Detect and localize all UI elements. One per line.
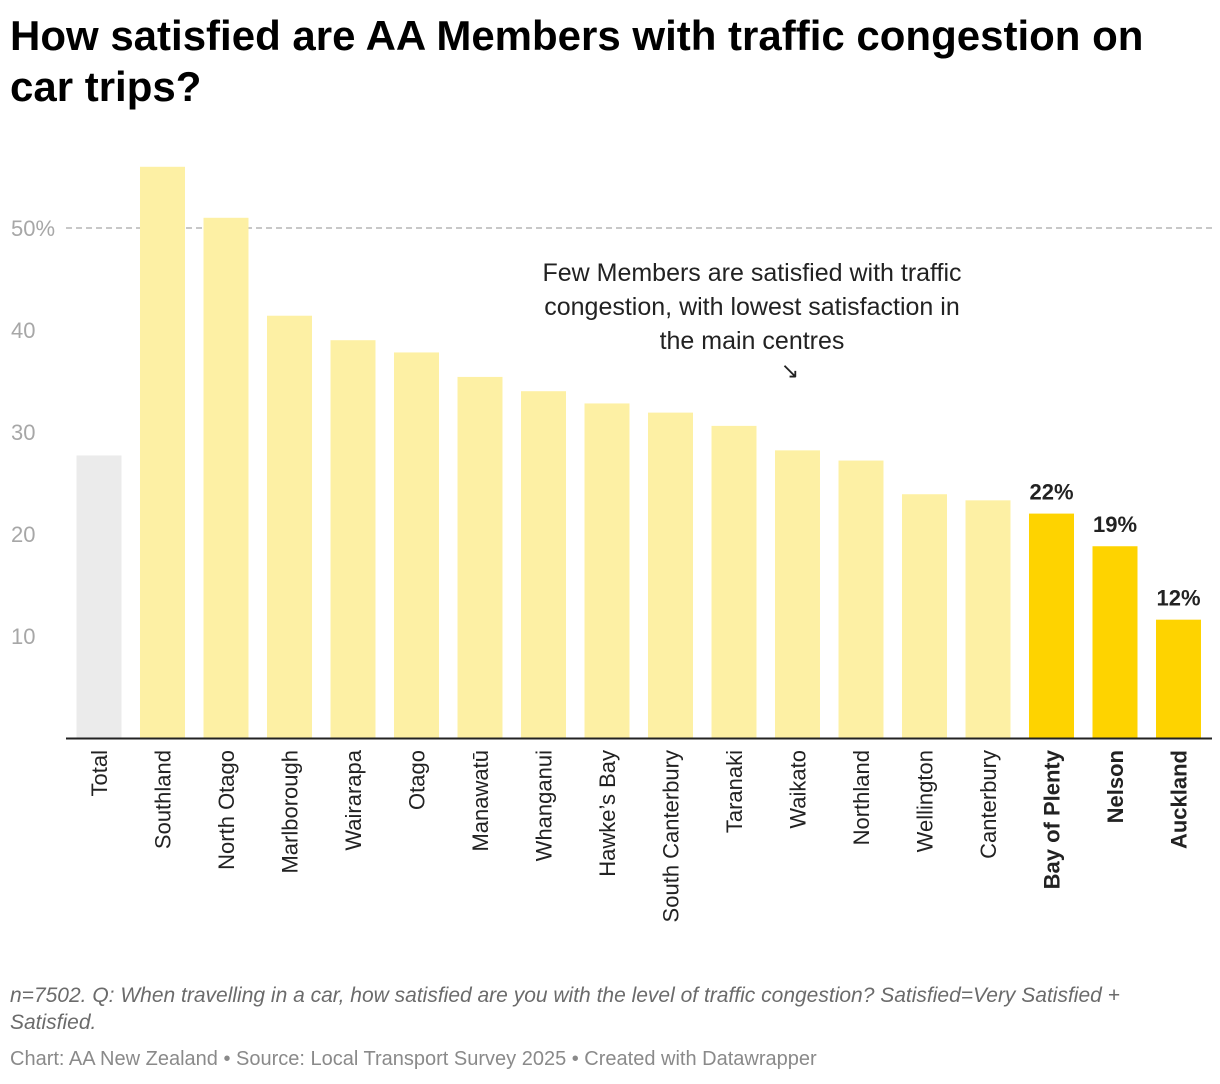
category-label: North Otago <box>214 750 239 870</box>
category-label: Canterbury <box>976 750 1001 859</box>
value-label: 22% <box>1029 480 1073 505</box>
category-label: Hawke’s Bay <box>595 750 620 877</box>
bar-canterbury <box>965 500 1011 738</box>
bar-marlborough <box>267 315 312 738</box>
value-label: 12% <box>1156 586 1200 611</box>
value-label: 19% <box>1093 512 1137 537</box>
category-label: Nelson <box>1103 750 1128 823</box>
y-tick-label: 50% <box>11 216 55 241</box>
annotation-line: Few Members are satisfied with traffic <box>542 259 961 287</box>
category-label: Southland <box>151 750 176 849</box>
annotation-arrow-icon: ↘ <box>781 359 799 384</box>
bar-waikato <box>775 450 820 738</box>
annotation: Few Members are satisfied with traffic co… <box>542 259 961 384</box>
bar-northland <box>838 460 884 738</box>
chart-title: How satisfied are AA Members with traffi… <box>10 12 1144 110</box>
bar-auckland <box>1156 619 1201 738</box>
bar-bay-of-plenty <box>1029 513 1074 738</box>
bar-wairarapa <box>330 340 376 738</box>
bar-nelson <box>1092 546 1138 738</box>
category-label: Otago <box>405 750 430 810</box>
category-label: Waikato <box>786 750 811 829</box>
y-tick-label: 40 <box>11 318 35 343</box>
category-label: Total <box>87 750 112 796</box>
category-label: Northland <box>849 750 874 845</box>
category-label: Taranaki <box>722 750 747 833</box>
annotation-line: the main centres <box>660 327 845 355</box>
y-tick-label: 20 <box>11 522 35 547</box>
category-label: Manawatū <box>468 750 493 852</box>
bar-north-otago <box>203 217 249 739</box>
bar-hawke-s-bay <box>584 403 630 738</box>
chart-notes: n=7502. Q: When travelling in a car, how… <box>10 984 1120 1034</box>
annotation-line: congestion, with lowest satisfaction in <box>544 293 960 321</box>
y-tick-label: 30 <box>11 420 35 445</box>
category-label: Wairarapa <box>341 749 366 850</box>
bar-taranaki <box>711 425 757 738</box>
chart-credit: Chart: AA New Zealand • Source: Local Tr… <box>10 1048 817 1070</box>
bar-chart: 50% 40 30 20 10 22% 19% 12% Total Southland Nort… <box>11 166 1212 922</box>
bar-southland <box>140 166 185 739</box>
category-label: Auckland <box>1167 750 1192 849</box>
bar-south-canterbury <box>648 412 693 738</box>
bar-total <box>76 455 122 738</box>
category-label: Marlborough <box>278 750 303 874</box>
category-label: Bay of Plenty <box>1040 749 1065 889</box>
category-label: Wellington <box>913 750 938 852</box>
bar-otago <box>394 352 439 738</box>
bar-wellington <box>902 494 947 738</box>
category-label: Whanganui <box>532 750 557 861</box>
bar-whanganui <box>521 391 566 738</box>
bar-manawat- <box>457 376 503 738</box>
category-label: South Canterbury <box>659 750 684 922</box>
y-tick-label: 10 <box>11 624 35 649</box>
